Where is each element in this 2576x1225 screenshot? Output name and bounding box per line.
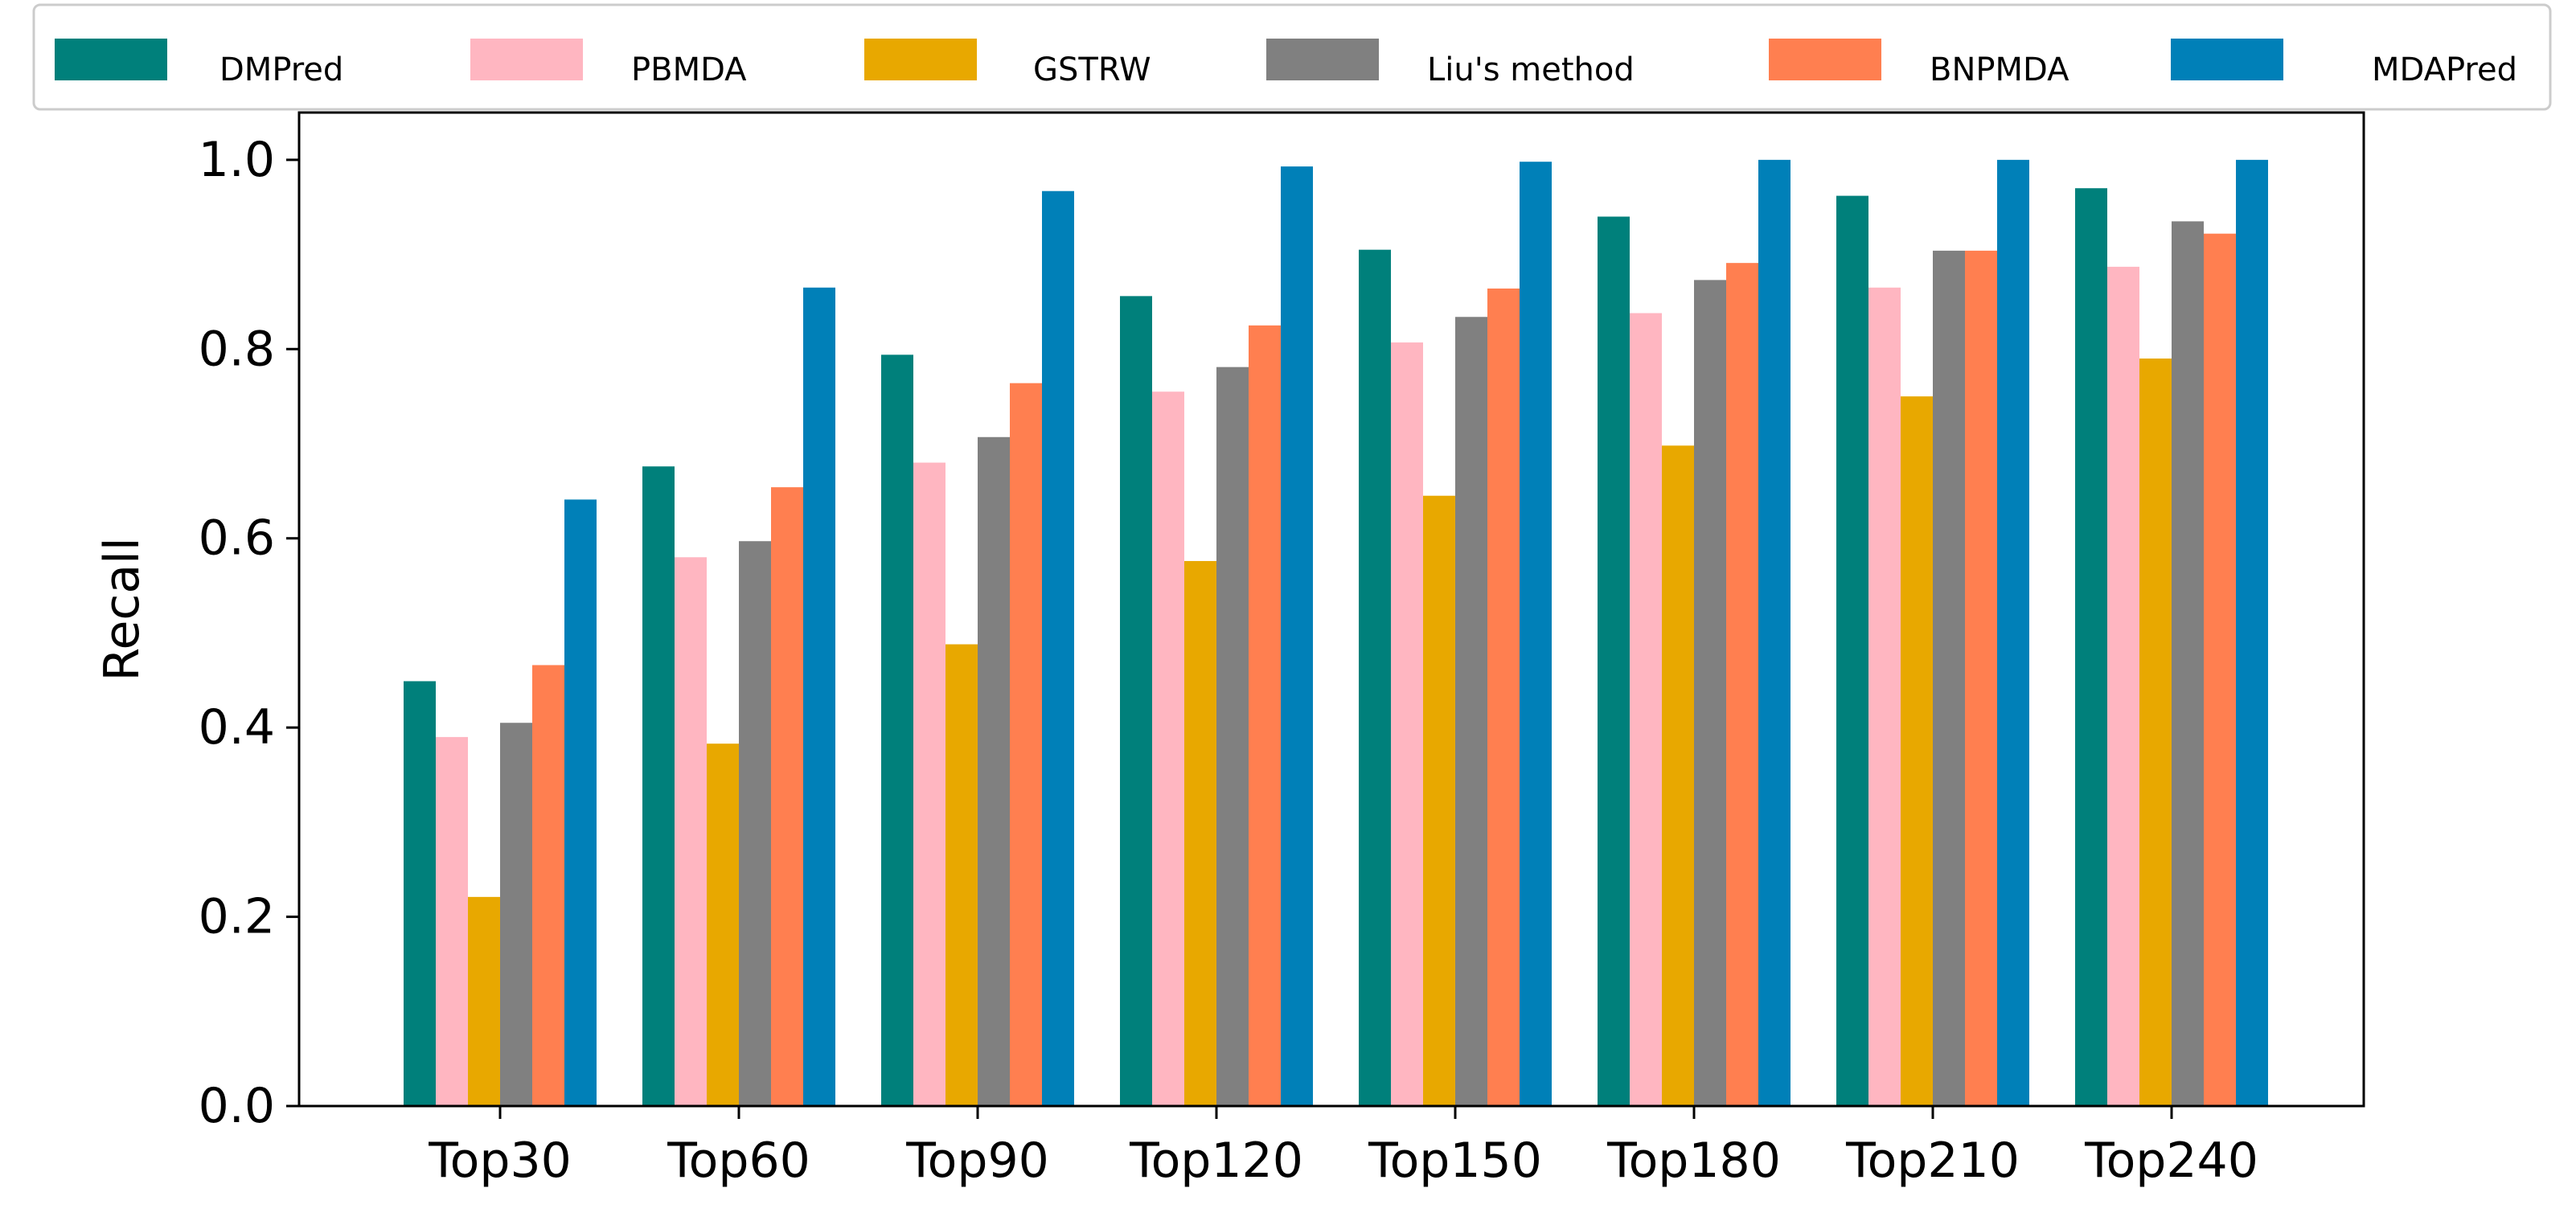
legend-swatch <box>864 39 977 80</box>
bar-dmpred-top210 <box>1836 195 1868 1106</box>
bar-gstrw-top30 <box>468 896 500 1106</box>
y-axis: 0.0 0.2 0.4 0.6 0.8 1.0 <box>199 132 299 1134</box>
bar-bnpmda-top180 <box>1726 263 1758 1106</box>
y-tick-label: 0.2 <box>199 889 275 945</box>
y-tick-label: 0.0 <box>199 1078 275 1134</box>
legend-label: MDAPred <box>2372 51 2517 88</box>
bar-dmpred-top90 <box>881 354 913 1106</box>
bar-bnpmda-top240 <box>2204 233 2236 1106</box>
bar-mdapred-top120 <box>1281 166 1313 1106</box>
legend-label: Liu's method <box>1427 51 1635 88</box>
legend-entry: MDAPred <box>2171 39 2517 88</box>
x-tick-label: Top120 <box>1129 1133 1303 1189</box>
bar-dmpred-top180 <box>1598 216 1630 1106</box>
legend-entry: BNPMDA <box>1769 39 2069 88</box>
legend-label: DMPred <box>219 51 343 88</box>
x-tick-label: Top60 <box>667 1133 810 1189</box>
bar-pbmda-top240 <box>2107 266 2139 1107</box>
bar-pbmda-top60 <box>675 557 707 1106</box>
y-tick-label: 0.6 <box>199 510 275 567</box>
bar-gstrw-top60 <box>707 744 739 1106</box>
bar-mdapred-top180 <box>1758 159 1790 1106</box>
bar-gstrw-top210 <box>1901 396 1933 1107</box>
bar-gstrw-top180 <box>1662 445 1694 1106</box>
legend-swatch <box>55 39 167 80</box>
legend-swatch <box>1769 39 1881 80</box>
bar-dmpred-top120 <box>1120 296 1152 1106</box>
bar-liu-s-method-top150 <box>1455 317 1487 1107</box>
bar-mdapred-top240 <box>2236 159 2268 1106</box>
bar-pbmda-top30 <box>436 736 468 1106</box>
bar-mdapred-top210 <box>1997 159 2029 1106</box>
x-tick-label: Top30 <box>428 1133 572 1189</box>
bar-gstrw-top120 <box>1184 560 1216 1106</box>
legend-swatch <box>1266 39 1379 80</box>
legend-swatch <box>2171 39 2283 80</box>
bar-pbmda-top150 <box>1391 342 1423 1106</box>
bar-gstrw-top240 <box>2139 358 2172 1106</box>
bar-bnpmda-top30 <box>532 665 564 1106</box>
bar-bnpmda-top210 <box>1965 250 1997 1107</box>
bar-gstrw-top150 <box>1423 495 1455 1106</box>
x-tick-label: Top150 <box>1368 1133 1542 1189</box>
bars <box>404 159 2268 1107</box>
bar-liu-s-method-top60 <box>739 541 771 1106</box>
bar-liu-s-method-top120 <box>1216 367 1249 1106</box>
plot-area-frame <box>297 111 2365 1108</box>
x-tick-label: Top240 <box>2084 1133 2258 1189</box>
bar-liu-s-method-top240 <box>2172 221 2204 1106</box>
y-tick-label: 0.8 <box>199 321 275 377</box>
bar-mdapred-top60 <box>803 287 835 1106</box>
bar-mdapred-top30 <box>564 499 597 1106</box>
bar-pbmda-top90 <box>913 462 945 1106</box>
bar-bnpmda-top90 <box>1010 383 1042 1107</box>
x-axis: Top30 Top60 Top90 Top120 Top150 Top180 Top210 T… <box>428 1106 2258 1189</box>
y-tick-label: 0.4 <box>199 699 275 756</box>
bar-dmpred-top150 <box>1359 249 1391 1107</box>
bar-liu-s-method-top210 <box>1933 250 1965 1107</box>
bar-liu-s-method-top30 <box>500 723 532 1106</box>
bar-mdapred-top90 <box>1042 191 1074 1106</box>
legend-entry: GSTRW <box>864 39 1151 88</box>
legend-label: PBMDA <box>631 51 747 88</box>
x-tick-label: Top210 <box>1845 1133 2020 1189</box>
legend-entry: PBMDA <box>470 39 747 88</box>
legend: DMPred PBMDA GSTRW Liu's method BNPMDA MDAPre… <box>32 3 2552 111</box>
y-axis-label: Recall <box>94 537 150 681</box>
bar-liu-s-method-top180 <box>1694 280 1726 1107</box>
bar-dmpred-top240 <box>2075 188 2107 1107</box>
bar-dmpred-top60 <box>642 466 675 1106</box>
x-tick-label: Top180 <box>1606 1133 1781 1189</box>
bar-dmpred-top30 <box>404 681 436 1106</box>
bar-liu-s-method-top90 <box>978 436 1010 1106</box>
legend-label: GSTRW <box>1033 51 1151 88</box>
bar-bnpmda-top60 <box>771 487 803 1106</box>
bar-bnpmda-top120 <box>1249 325 1281 1106</box>
bar-pbmda-top120 <box>1152 391 1184 1106</box>
bar-bnpmda-top150 <box>1487 288 1520 1106</box>
x-tick-label: Top90 <box>905 1133 1049 1189</box>
legend-swatch <box>470 39 583 80</box>
legend-entry: DMPred <box>55 39 343 88</box>
bar-pbmda-top210 <box>1868 287 1901 1106</box>
legend-entry: Liu's method <box>1266 39 1635 88</box>
bar-pbmda-top180 <box>1630 313 1662 1106</box>
bar-gstrw-top90 <box>945 644 978 1106</box>
y-tick-label: 1.0 <box>199 132 275 188</box>
bar-mdapred-top150 <box>1520 162 1552 1106</box>
legend-label: BNPMDA <box>1930 51 2069 88</box>
